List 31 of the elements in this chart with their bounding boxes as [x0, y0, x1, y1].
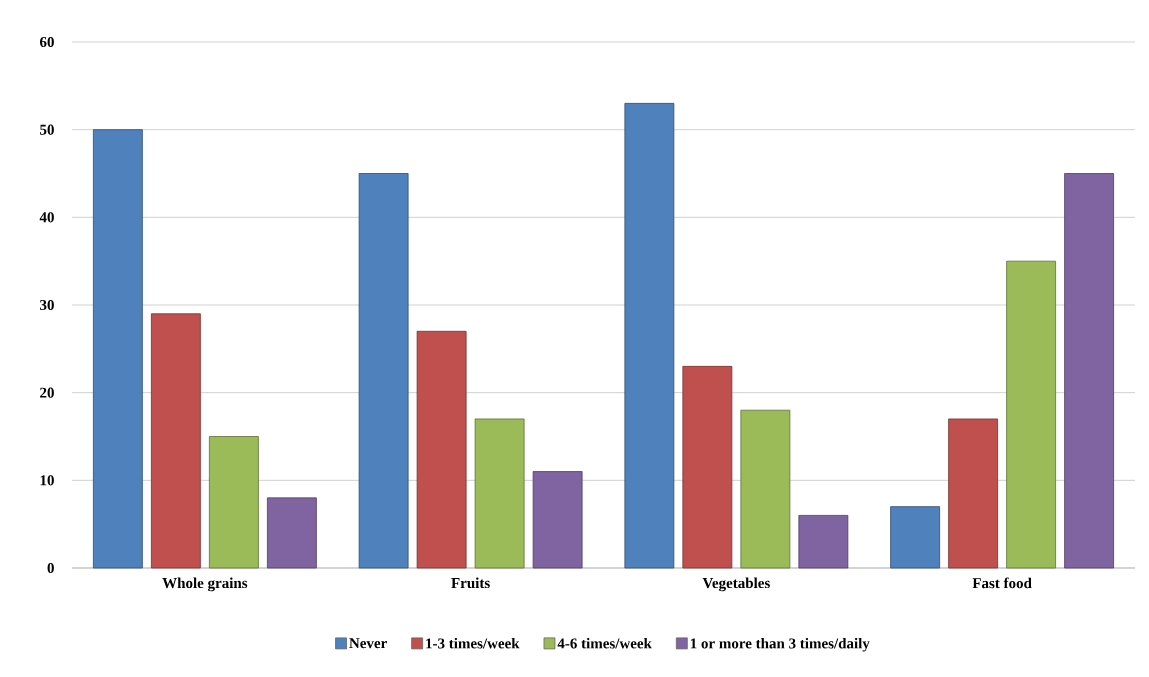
bar [208, 436, 259, 569]
bar [948, 418, 999, 569]
bar [358, 173, 409, 569]
bar [890, 506, 941, 569]
y-tick-label: 50 [40, 124, 54, 135]
legend-label: Never [349, 638, 387, 649]
bar [740, 409, 791, 569]
legend-label: 1-3 times/week [426, 637, 520, 649]
y-tick-label: 30 [40, 299, 54, 311]
bar [92, 129, 143, 569]
y-tick-label: 0 [47, 562, 54, 574]
x-tick-label: Whole grains [162, 577, 248, 592]
y-tick-label: 60 [40, 36, 54, 48]
y-tick-label: 20 [40, 387, 54, 398]
y-tick-label: 10 [40, 475, 54, 486]
bar [682, 365, 733, 569]
bar [532, 471, 583, 569]
y-tick-label: 40 [39, 212, 54, 223]
x-tick-label: Fast food [972, 577, 1032, 589]
bar [1064, 173, 1115, 569]
bar [150, 313, 201, 569]
bar [266, 497, 317, 569]
x-tick-label: Vegetables [702, 577, 770, 592]
bar [624, 102, 675, 569]
x-tick-label: Fruits [451, 577, 490, 589]
bar [798, 515, 849, 569]
legend-label: 1 or more than 3 times/daily [690, 637, 870, 652]
legend-label: 4-6 times/week [557, 637, 652, 649]
bar [416, 330, 467, 569]
bar [474, 418, 525, 569]
bar [1006, 260, 1057, 569]
